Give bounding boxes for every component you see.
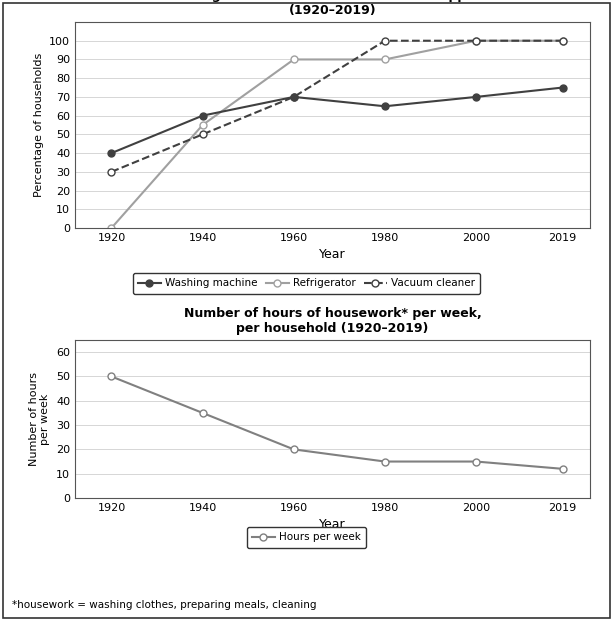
Y-axis label: Percentage of households: Percentage of households [34, 53, 44, 197]
Title: Percentage of households with electrical appliances
(1920–2019): Percentage of households with electrical… [150, 0, 516, 17]
Y-axis label: Number of hours
per week: Number of hours per week [29, 372, 50, 466]
X-axis label: Year: Year [319, 248, 346, 261]
Title: Number of hours of housework* per week,
per household (1920–2019): Number of hours of housework* per week, … [184, 307, 481, 335]
Legend: Hours per week: Hours per week [247, 527, 366, 548]
X-axis label: Year: Year [319, 519, 346, 532]
Text: *housework = washing clothes, preparing meals, cleaning: *housework = washing clothes, preparing … [12, 600, 317, 610]
Legend: Washing machine, Refrigerator, Vacuum cleaner: Washing machine, Refrigerator, Vacuum cl… [132, 273, 481, 294]
